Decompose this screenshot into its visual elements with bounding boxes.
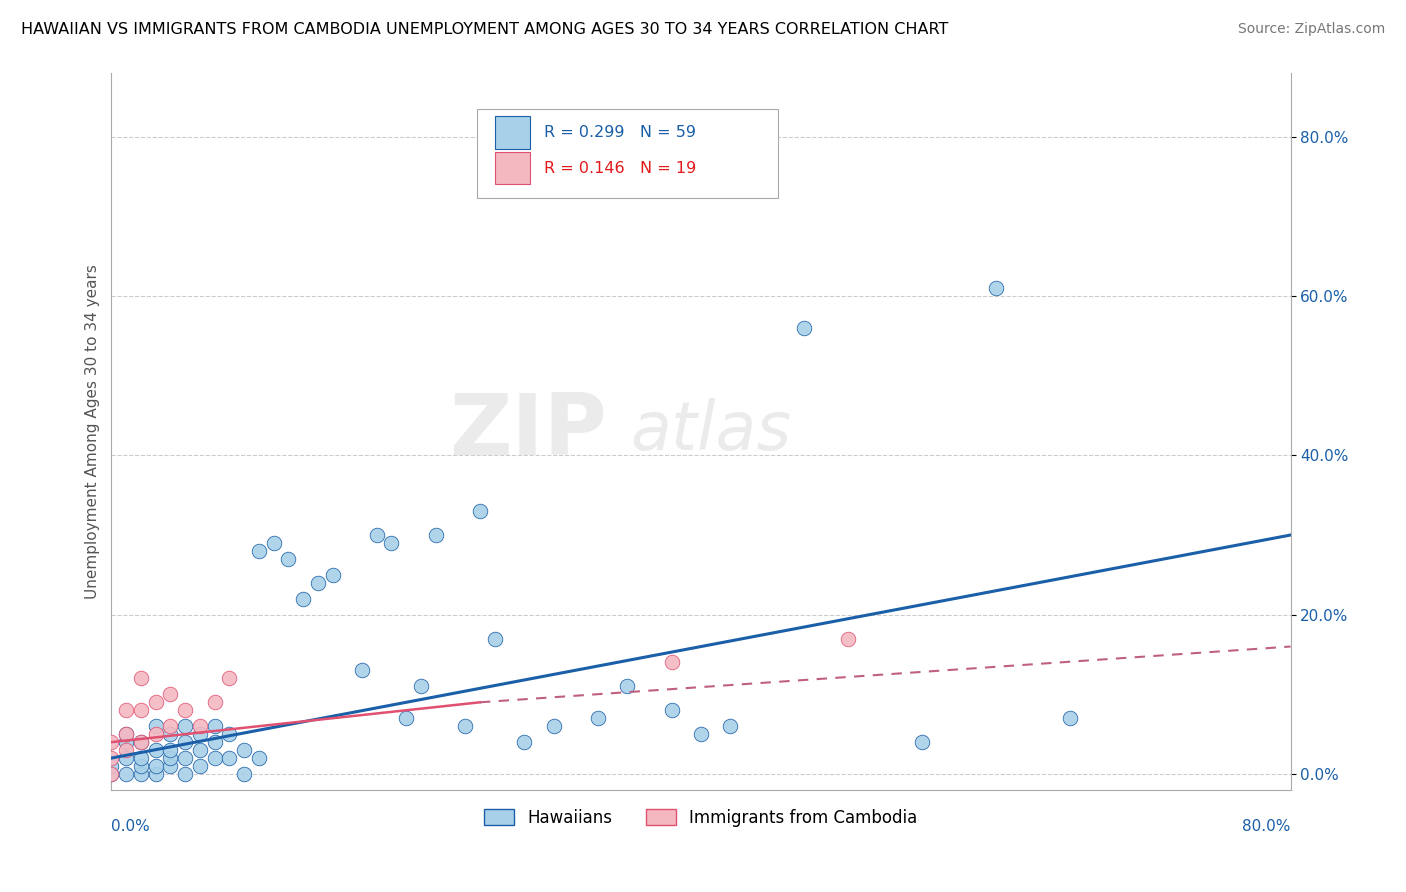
Point — [174, 767, 197, 781]
Text: HAWAIIAN VS IMMIGRANTS FROM CAMBODIA UNEMPLOYMENT AMONG AGES 30 TO 34 YEARS CORR: HAWAIIAN VS IMMIGRANTS FROM CAMBODIA UNE… — [21, 22, 949, 37]
Point — [129, 751, 152, 765]
Point — [100, 751, 122, 765]
Point — [159, 727, 181, 741]
Point — [115, 727, 138, 741]
Text: 80.0%: 80.0% — [1243, 819, 1291, 834]
Point — [661, 703, 683, 717]
Point — [661, 656, 683, 670]
Point — [129, 735, 152, 749]
Legend: Hawaiians, Immigrants from Cambodia: Hawaiians, Immigrants from Cambodia — [478, 802, 924, 833]
Point — [159, 759, 181, 773]
Point — [1059, 711, 1081, 725]
Point — [292, 591, 315, 606]
Point — [366, 528, 388, 542]
Point — [129, 735, 152, 749]
Point — [129, 703, 152, 717]
Point — [145, 759, 167, 773]
Point — [233, 743, 256, 757]
Text: R = 0.146   N = 19: R = 0.146 N = 19 — [544, 161, 696, 176]
Point — [100, 735, 122, 749]
Point — [159, 751, 181, 765]
Point — [115, 735, 138, 749]
Point — [425, 528, 447, 542]
Point — [204, 695, 226, 709]
Point — [188, 719, 211, 733]
Point — [307, 575, 329, 590]
Point — [145, 695, 167, 709]
Point — [145, 743, 167, 757]
Point — [247, 544, 270, 558]
Point — [115, 751, 138, 765]
Bar — [495, 153, 530, 185]
Text: R = 0.299   N = 59: R = 0.299 N = 59 — [544, 125, 696, 140]
Point — [586, 711, 609, 725]
Text: atlas: atlas — [630, 399, 792, 465]
Text: 0.0%: 0.0% — [111, 819, 150, 834]
Point — [380, 536, 402, 550]
Point — [174, 719, 197, 733]
Point — [204, 719, 226, 733]
Point — [204, 735, 226, 749]
Point — [174, 751, 197, 765]
FancyBboxPatch shape — [477, 109, 778, 198]
Point — [100, 767, 122, 781]
Text: Source: ZipAtlas.com: Source: ZipAtlas.com — [1237, 22, 1385, 37]
Point — [100, 767, 122, 781]
Point — [616, 679, 638, 693]
Point — [484, 632, 506, 646]
Point — [159, 719, 181, 733]
Point — [218, 727, 240, 741]
Point — [233, 767, 256, 781]
Bar — [495, 116, 530, 149]
Point — [100, 759, 122, 773]
Point — [277, 552, 299, 566]
Point — [129, 759, 152, 773]
Point — [247, 751, 270, 765]
Point — [984, 281, 1007, 295]
Point — [911, 735, 934, 749]
Point — [188, 727, 211, 741]
Point — [188, 759, 211, 773]
Point — [793, 321, 815, 335]
Text: ZIP: ZIP — [449, 390, 606, 473]
Point — [115, 767, 138, 781]
Point — [513, 735, 536, 749]
Point — [350, 664, 373, 678]
Point — [218, 672, 240, 686]
Point — [263, 536, 285, 550]
Point — [145, 727, 167, 741]
Point — [115, 703, 138, 717]
Point — [395, 711, 418, 725]
Point — [188, 743, 211, 757]
Point — [159, 687, 181, 701]
Point — [174, 735, 197, 749]
Point — [321, 567, 343, 582]
Point — [690, 727, 713, 741]
Point — [543, 719, 565, 733]
Point — [454, 719, 477, 733]
Point — [218, 751, 240, 765]
Point — [720, 719, 742, 733]
Point — [174, 703, 197, 717]
Point — [129, 672, 152, 686]
Point — [129, 767, 152, 781]
Point — [145, 719, 167, 733]
Point — [837, 632, 859, 646]
Point — [115, 743, 138, 757]
Point — [145, 767, 167, 781]
Point — [468, 504, 491, 518]
Point — [159, 743, 181, 757]
Y-axis label: Unemployment Among Ages 30 to 34 years: Unemployment Among Ages 30 to 34 years — [86, 264, 100, 599]
Point — [115, 727, 138, 741]
Point — [204, 751, 226, 765]
Point — [409, 679, 432, 693]
